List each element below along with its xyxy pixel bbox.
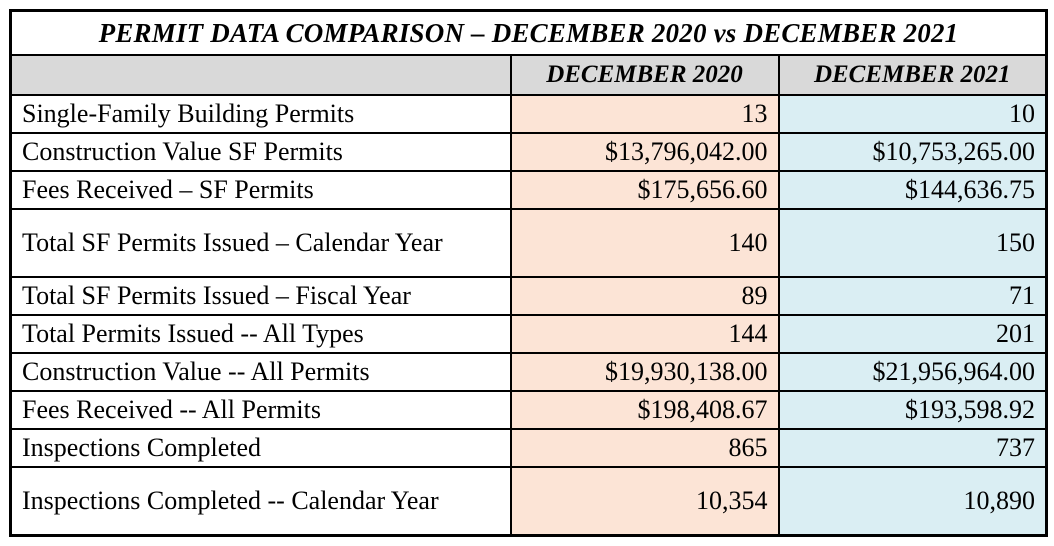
row-label: Inspections Completed bbox=[9, 428, 512, 468]
table-row: Inspections Completed 865 737 bbox=[9, 428, 1048, 468]
value-dec-2021: $144,636.75 bbox=[777, 170, 1048, 210]
value-dec-2021: 10 bbox=[777, 94, 1048, 134]
table-row: Total SF Permits Issued – Fiscal Year 89… bbox=[9, 276, 1048, 316]
row-label: Single-Family Building Permits bbox=[9, 94, 512, 134]
row-label: Construction Value SF Permits bbox=[9, 132, 512, 172]
value-dec-2021: 71 bbox=[777, 276, 1048, 316]
row-label: Total Permits Issued -- All Types bbox=[9, 314, 512, 354]
table-row: Fees Received – SF Permits $175,656.60 $… bbox=[9, 170, 1048, 210]
column-header-row: DECEMBER 2020 DECEMBER 2021 bbox=[9, 54, 1048, 96]
value-dec-2021: $193,598.92 bbox=[777, 390, 1048, 430]
value-dec-2021: 201 bbox=[777, 314, 1048, 354]
value-dec-2021: 737 bbox=[777, 428, 1048, 468]
column-header-december-2020: DECEMBER 2020 bbox=[509, 54, 780, 96]
value-dec-2020: 140 bbox=[509, 208, 780, 278]
value-dec-2020: $175,656.60 bbox=[509, 170, 780, 210]
row-label: Total SF Permits Issued – Calendar Year bbox=[9, 208, 512, 278]
value-dec-2020: 865 bbox=[509, 428, 780, 468]
row-label: Fees Received -- All Permits bbox=[9, 390, 512, 430]
table-row: Single-Family Building Permits 13 10 bbox=[9, 94, 1048, 134]
row-label: Fees Received – SF Permits bbox=[9, 170, 512, 210]
value-dec-2020: $198,408.67 bbox=[509, 390, 780, 430]
table-row: Inspections Completed -- Calendar Year 1… bbox=[9, 466, 1048, 537]
table-row: Fees Received -- All Permits $198,408.67… bbox=[9, 390, 1048, 430]
row-label: Total SF Permits Issued – Fiscal Year bbox=[9, 276, 512, 316]
value-dec-2021: $21,956,964.00 bbox=[777, 352, 1048, 392]
value-dec-2020: 13 bbox=[509, 94, 780, 134]
table-row: Total SF Permits Issued – Calendar Year … bbox=[9, 208, 1048, 278]
value-dec-2020: $19,930,138.00 bbox=[509, 352, 780, 392]
title-row: PERMIT DATA COMPARISON – DECEMBER 2020 v… bbox=[9, 9, 1048, 56]
row-label: Construction Value -- All Permits bbox=[9, 352, 512, 392]
permit-data-table: PERMIT DATA COMPARISON – DECEMBER 2020 v… bbox=[9, 9, 1049, 537]
value-dec-2021: $10,753,265.00 bbox=[777, 132, 1048, 172]
value-dec-2020: 144 bbox=[509, 314, 780, 354]
value-dec-2020: $13,796,042.00 bbox=[509, 132, 780, 172]
table-row: Total Permits Issued -- All Types 144 20… bbox=[9, 314, 1048, 354]
value-dec-2021: 150 bbox=[777, 208, 1048, 278]
table-row: Construction Value -- All Permits $19,93… bbox=[9, 352, 1048, 392]
value-dec-2020: 10,354 bbox=[509, 466, 780, 537]
row-label: Inspections Completed -- Calendar Year bbox=[9, 466, 512, 537]
table-row: Construction Value SF Permits $13,796,04… bbox=[9, 132, 1048, 172]
value-dec-2020: 89 bbox=[509, 276, 780, 316]
column-header-december-2021: DECEMBER 2021 bbox=[777, 54, 1048, 96]
blank-header-cell bbox=[9, 54, 512, 96]
value-dec-2021: 10,890 bbox=[777, 466, 1048, 537]
table-title: PERMIT DATA COMPARISON – DECEMBER 2020 v… bbox=[9, 9, 1048, 56]
